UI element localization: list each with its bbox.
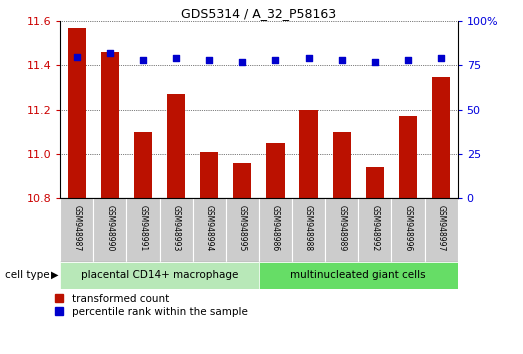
Text: GSM948991: GSM948991 (139, 205, 147, 251)
Text: GSM948992: GSM948992 (370, 205, 379, 251)
Point (238, 59, 246, 65)
Bar (67, 28, 86, 198)
Point (172, 56, 180, 61)
Text: GSM948990: GSM948990 (105, 205, 115, 251)
Bar (101, 52, 119, 198)
Point (139, 57, 147, 63)
Bar (333, 132, 351, 198)
Text: multinucleated giant cells: multinucleated giant cells (290, 270, 426, 280)
Text: GSM948997: GSM948997 (437, 205, 446, 251)
Bar (167, 94, 185, 198)
Bar (391, 198, 425, 262)
Text: GSM948988: GSM948988 (304, 205, 313, 251)
Text: GSM948995: GSM948995 (238, 205, 247, 251)
Legend: transformed count, percentile rank within the sample: transformed count, percentile rank withi… (55, 294, 247, 317)
Bar (134, 132, 152, 198)
Bar (60, 198, 93, 262)
Text: ▶: ▶ (51, 270, 59, 280)
Bar (266, 143, 285, 198)
Point (371, 59, 379, 65)
Point (437, 56, 445, 61)
Point (337, 57, 346, 63)
Point (73, 54, 81, 59)
Bar (127, 198, 160, 262)
Bar (93, 198, 127, 262)
Text: GSM948987: GSM948987 (72, 205, 81, 251)
Point (271, 57, 280, 63)
Bar (358, 198, 391, 262)
Point (106, 50, 114, 56)
Bar (200, 152, 218, 198)
Bar (432, 76, 450, 198)
Bar (300, 110, 317, 198)
Bar (366, 167, 384, 198)
Title: GDS5314 / A_32_P58163: GDS5314 / A_32_P58163 (181, 7, 336, 20)
Text: GSM948993: GSM948993 (172, 205, 180, 251)
Bar (399, 116, 417, 198)
Bar (226, 198, 259, 262)
Bar (325, 198, 358, 262)
Text: GSM948989: GSM948989 (337, 205, 346, 251)
Point (304, 56, 313, 61)
Text: placental CD14+ macrophage: placental CD14+ macrophage (81, 270, 238, 280)
Bar (60, 262, 259, 289)
Bar (425, 198, 458, 262)
Bar (259, 262, 458, 289)
Bar (292, 198, 325, 262)
Text: GSM948986: GSM948986 (271, 205, 280, 251)
Bar (259, 198, 292, 262)
Text: GSM948996: GSM948996 (403, 205, 413, 251)
Bar (192, 198, 226, 262)
Bar (160, 198, 192, 262)
Point (205, 57, 213, 63)
Text: cell type: cell type (5, 270, 50, 280)
Point (404, 57, 412, 63)
Text: GSM948994: GSM948994 (204, 205, 214, 251)
Bar (233, 163, 252, 198)
